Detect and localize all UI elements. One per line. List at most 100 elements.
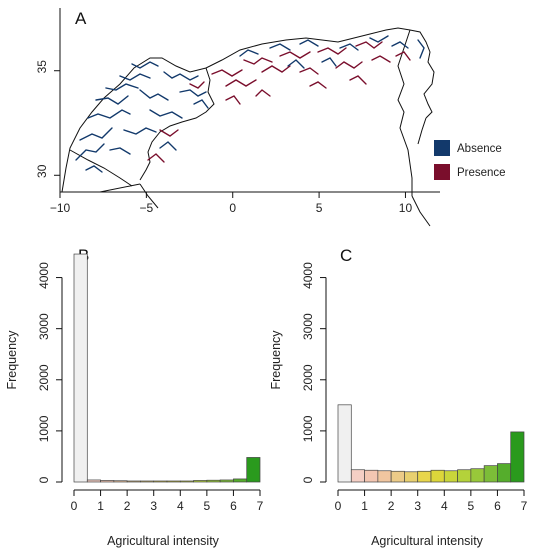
y-tick-label: 0 bbox=[301, 476, 315, 483]
y-tick-label: 4000 bbox=[37, 262, 51, 289]
river-absence bbox=[119, 73, 151, 81]
y-tick-label: 3000 bbox=[301, 313, 315, 340]
histogram-bar bbox=[443, 470, 458, 483]
map-x-tick-label: 0 bbox=[229, 201, 236, 215]
y-tick-label: 3000 bbox=[37, 313, 51, 340]
y-tick-label: 4000 bbox=[301, 262, 315, 289]
histogram-bar bbox=[510, 431, 525, 483]
x-tick-label: 3 bbox=[150, 499, 157, 513]
river-absence bbox=[75, 143, 105, 161]
histogram-bar bbox=[404, 471, 419, 483]
morocco-interior-line bbox=[69, 149, 133, 187]
river-presence bbox=[211, 69, 243, 77]
x-tick-label: 0 bbox=[71, 499, 78, 513]
river-presence bbox=[355, 41, 383, 49]
x-tick-label: 4 bbox=[177, 499, 184, 513]
river-absence bbox=[87, 109, 131, 119]
tunisia-libya-border bbox=[417, 117, 427, 145]
legend-label-absence: Absence bbox=[457, 143, 502, 155]
river-absence bbox=[109, 147, 131, 155]
river-presence bbox=[243, 57, 273, 65]
y-axis-label-b: Frequency bbox=[5, 330, 19, 390]
x-tick-label: 0 bbox=[335, 499, 342, 513]
river-absence bbox=[159, 141, 177, 151]
country-outlines bbox=[61, 27, 435, 227]
map-legend: Absence Presence bbox=[434, 140, 506, 180]
x-tick-label: 5 bbox=[468, 499, 475, 513]
river-presence bbox=[225, 95, 241, 105]
river-absence bbox=[131, 61, 159, 69]
river-absence bbox=[287, 59, 305, 69]
river-absence bbox=[193, 99, 209, 109]
histogram-bar bbox=[179, 480, 194, 483]
x-tick-label: 3 bbox=[414, 499, 421, 513]
river-presence bbox=[299, 67, 319, 75]
histogram-bar bbox=[100, 480, 115, 483]
river-presence bbox=[261, 65, 291, 73]
y-axis-label-c: Frequency bbox=[269, 330, 283, 390]
y-tick-label: 1000 bbox=[37, 415, 51, 442]
river-presence bbox=[189, 81, 205, 89]
river-absence bbox=[369, 35, 389, 43]
river-absence bbox=[299, 39, 319, 47]
river-presence bbox=[349, 75, 367, 85]
map-panel: A bbox=[35, 8, 506, 227]
x-tick-label: 1 bbox=[361, 499, 368, 513]
map-x-tick-label: 10 bbox=[399, 201, 413, 215]
legend-swatch-presence bbox=[434, 164, 450, 180]
x-tick-label: 6 bbox=[230, 499, 237, 513]
histogram-bar bbox=[126, 480, 141, 483]
bars-c bbox=[337, 404, 525, 483]
algeria-tunisia-border bbox=[397, 29, 413, 196]
river-absence bbox=[149, 109, 183, 119]
histogram-bar bbox=[350, 469, 365, 483]
x-tick-label: 4 bbox=[441, 499, 448, 513]
river-presence bbox=[371, 55, 391, 63]
histogram-bar bbox=[246, 457, 261, 483]
map-x-tick-label: 5 bbox=[316, 201, 323, 215]
y-tick-label: 2000 bbox=[37, 364, 51, 391]
river-presence bbox=[159, 129, 179, 137]
axes-b: 0 1000 2000 3000 4000 0 1 2 3 4 5 6 7 bbox=[37, 262, 264, 513]
river-presence bbox=[309, 81, 327, 89]
morocco-algeria-border bbox=[139, 67, 215, 181]
x-tick-label: 6 bbox=[494, 499, 501, 513]
river-absence bbox=[339, 43, 359, 51]
river-absence bbox=[139, 89, 169, 101]
axes-c: 0 1000 2000 3000 4000 0 1 2 3 4 5 6 7 bbox=[301, 262, 528, 513]
western-sahara-line bbox=[62, 183, 141, 193]
algeria-libya-border bbox=[411, 195, 431, 227]
absence-rivers bbox=[75, 35, 425, 173]
x-tick-label: 7 bbox=[257, 499, 264, 513]
panel-label-c: C bbox=[340, 246, 352, 265]
x-axis-label-c: Agricultural intensity bbox=[371, 534, 484, 548]
river-presence bbox=[279, 51, 311, 59]
river-presence bbox=[147, 153, 165, 163]
river-presence bbox=[225, 79, 257, 87]
histogram-bar bbox=[219, 479, 234, 483]
river-absence bbox=[163, 71, 199, 81]
y-tick-label: 1000 bbox=[301, 415, 315, 442]
x-tick-label: 5 bbox=[204, 499, 211, 513]
river-presence bbox=[255, 89, 271, 97]
histogram-panel-c: C Frequency Agricultural intensity 0 1000… bbox=[269, 246, 528, 548]
histogram-bar bbox=[364, 469, 379, 483]
histogram-panel-b: B Frequency Agricultural intensity 01000… bbox=[5, 246, 264, 548]
map-y-ticks: 30 35 bbox=[35, 60, 60, 178]
legend-label-presence: Presence bbox=[457, 167, 506, 179]
histogram-bar bbox=[497, 463, 512, 483]
legend-swatch-absence bbox=[434, 140, 450, 156]
histogram-bar bbox=[417, 470, 432, 483]
coastline bbox=[61, 27, 435, 193]
histogram-bar bbox=[470, 468, 485, 483]
river-absence bbox=[105, 83, 139, 91]
river-presence bbox=[335, 61, 363, 69]
panel-label-a: A bbox=[75, 9, 87, 28]
river-absence bbox=[269, 43, 291, 51]
x-axis-label-b: Agricultural intensity bbox=[107, 534, 220, 548]
map-y-tick-label: 30 bbox=[35, 164, 49, 178]
histogram-bar bbox=[390, 470, 405, 483]
x-tick-label: 2 bbox=[388, 499, 395, 513]
river-absence bbox=[79, 127, 113, 141]
